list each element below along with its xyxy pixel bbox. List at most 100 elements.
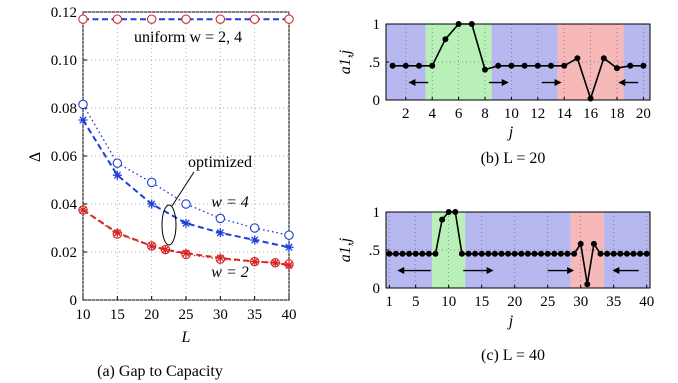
x-tick-label: 18 (610, 106, 625, 122)
gap-chart-series (78, 14, 294, 270)
region-band (623, 24, 650, 100)
profile-l40-grid (386, 212, 650, 288)
profile-point (482, 66, 488, 73)
shift-arrow-head (567, 267, 575, 275)
x-tick-label: 15 (110, 307, 125, 323)
profile-point (531, 250, 538, 257)
point-w2_star (181, 248, 191, 258)
x-tick-label: 10 (504, 106, 519, 122)
profile-line (389, 211, 647, 285)
optimized-marker-ellipse (161, 204, 177, 246)
annotation-w4: w = 4 (211, 194, 248, 211)
profile-point (551, 250, 558, 257)
x-tick-label: 4 (428, 106, 436, 122)
profile-l40-arrows (397, 267, 639, 275)
profile-l20-xlabel: j (507, 124, 514, 141)
profile-chart-l20: 2 4 6 8 10 12 14 16 18 20 0 .5 1 a1,j j (b) L = 20 (337, 17, 651, 167)
y-tick-label: 1 (373, 17, 381, 33)
point-w4_open (112, 158, 123, 168)
profile-point (617, 250, 624, 257)
point-w4_open (78, 99, 88, 110)
point-w2_star (270, 258, 280, 268)
x-tick-label: 30 (573, 294, 588, 310)
shift-arrow-head (618, 79, 626, 87)
x-tick-label: 1 (386, 294, 394, 310)
point-w4_star (78, 115, 88, 125)
profile-point (402, 62, 409, 69)
profile-point (584, 281, 591, 288)
region-band (491, 24, 558, 100)
y-tick-label: 0.06 (51, 149, 78, 165)
profile-point (561, 62, 568, 69)
profile-point (521, 62, 528, 69)
profile-point (399, 250, 406, 257)
profile-point (439, 216, 446, 223)
point-w2_star (250, 257, 260, 267)
profile-point (640, 62, 647, 69)
profile-point (610, 250, 617, 257)
profile-point (534, 62, 541, 69)
point-uniform (181, 14, 191, 24)
profile-point (538, 250, 545, 257)
x-tick-label: 40 (282, 307, 297, 323)
shift-arrow-head (408, 79, 416, 87)
point-w4_star (284, 242, 294, 252)
shift-arrow-head (612, 267, 620, 275)
x-tick-label: 15 (474, 294, 489, 310)
profile-point (548, 62, 554, 69)
x-tick-label: 20 (636, 106, 651, 122)
profile-l40-series (386, 209, 650, 288)
profile-chart-l40: 1 5 10 15 20 25 30 35 400.51 a1,j j (c) L = 40 (337, 205, 654, 364)
point-uniform (249, 14, 260, 24)
profile-point (564, 250, 571, 257)
profile-line (392, 23, 644, 102)
x-tick-label: 25 (179, 307, 194, 323)
profile-point (623, 250, 630, 257)
profile-point (577, 240, 584, 247)
point-w4_open (181, 199, 191, 209)
x-tick-label: 40 (639, 294, 654, 310)
x-tick-label: 2 (402, 106, 410, 122)
gap-chart-ticks: 10 15 20 25 30 35 40 0 0.02 0.04 0.06 0.08 0.10 0.12 (51, 5, 297, 323)
profile-point (416, 62, 422, 69)
point-w4_star (147, 199, 157, 209)
point-w2_star (215, 253, 225, 263)
profile-l20-ylabel: a1,j (337, 49, 354, 74)
profile-l20-arrows (408, 79, 639, 87)
point-w4_star (181, 218, 191, 228)
x-tick-label: 12 (530, 106, 545, 122)
point-uniform (215, 14, 226, 24)
point-uniform (78, 14, 88, 24)
x-tick-label: 14 (557, 106, 573, 122)
point-w2_star (284, 260, 294, 270)
profile-point (478, 250, 485, 257)
x-tick-label: 20 (144, 307, 159, 323)
y-tick-label: .5 (369, 243, 380, 259)
profile-point (419, 250, 426, 257)
profile-point (524, 250, 531, 257)
profile-point (495, 62, 502, 69)
y-tick-label: 0 (70, 293, 78, 309)
point-w2_star (147, 241, 157, 251)
x-tick-label: 10 (76, 307, 91, 323)
y-tick-label: 0 (373, 93, 381, 109)
profile-point (630, 250, 637, 257)
optimized-pointer-line (171, 171, 195, 207)
profile-point (389, 62, 396, 69)
point-w4_open (284, 230, 294, 240)
y-tick-label: .5 (369, 55, 380, 71)
profile-point (406, 250, 413, 257)
profile-point (432, 250, 439, 257)
annotation-w2: w = 2 (211, 264, 248, 281)
gap-chart-caption: (a) Gap to Capacity (97, 363, 223, 380)
x-tick-label: 6 (455, 106, 463, 122)
point-uniform (146, 14, 157, 24)
profile-point (627, 62, 634, 69)
point-uniform (284, 14, 294, 24)
profile-l40-ylabel: a1,j (337, 237, 354, 262)
profile-point (425, 250, 432, 257)
profile-point (505, 250, 512, 257)
point-w4_open (146, 177, 157, 188)
y-tick-label: 1 (373, 205, 381, 221)
profile-point (600, 55, 607, 62)
